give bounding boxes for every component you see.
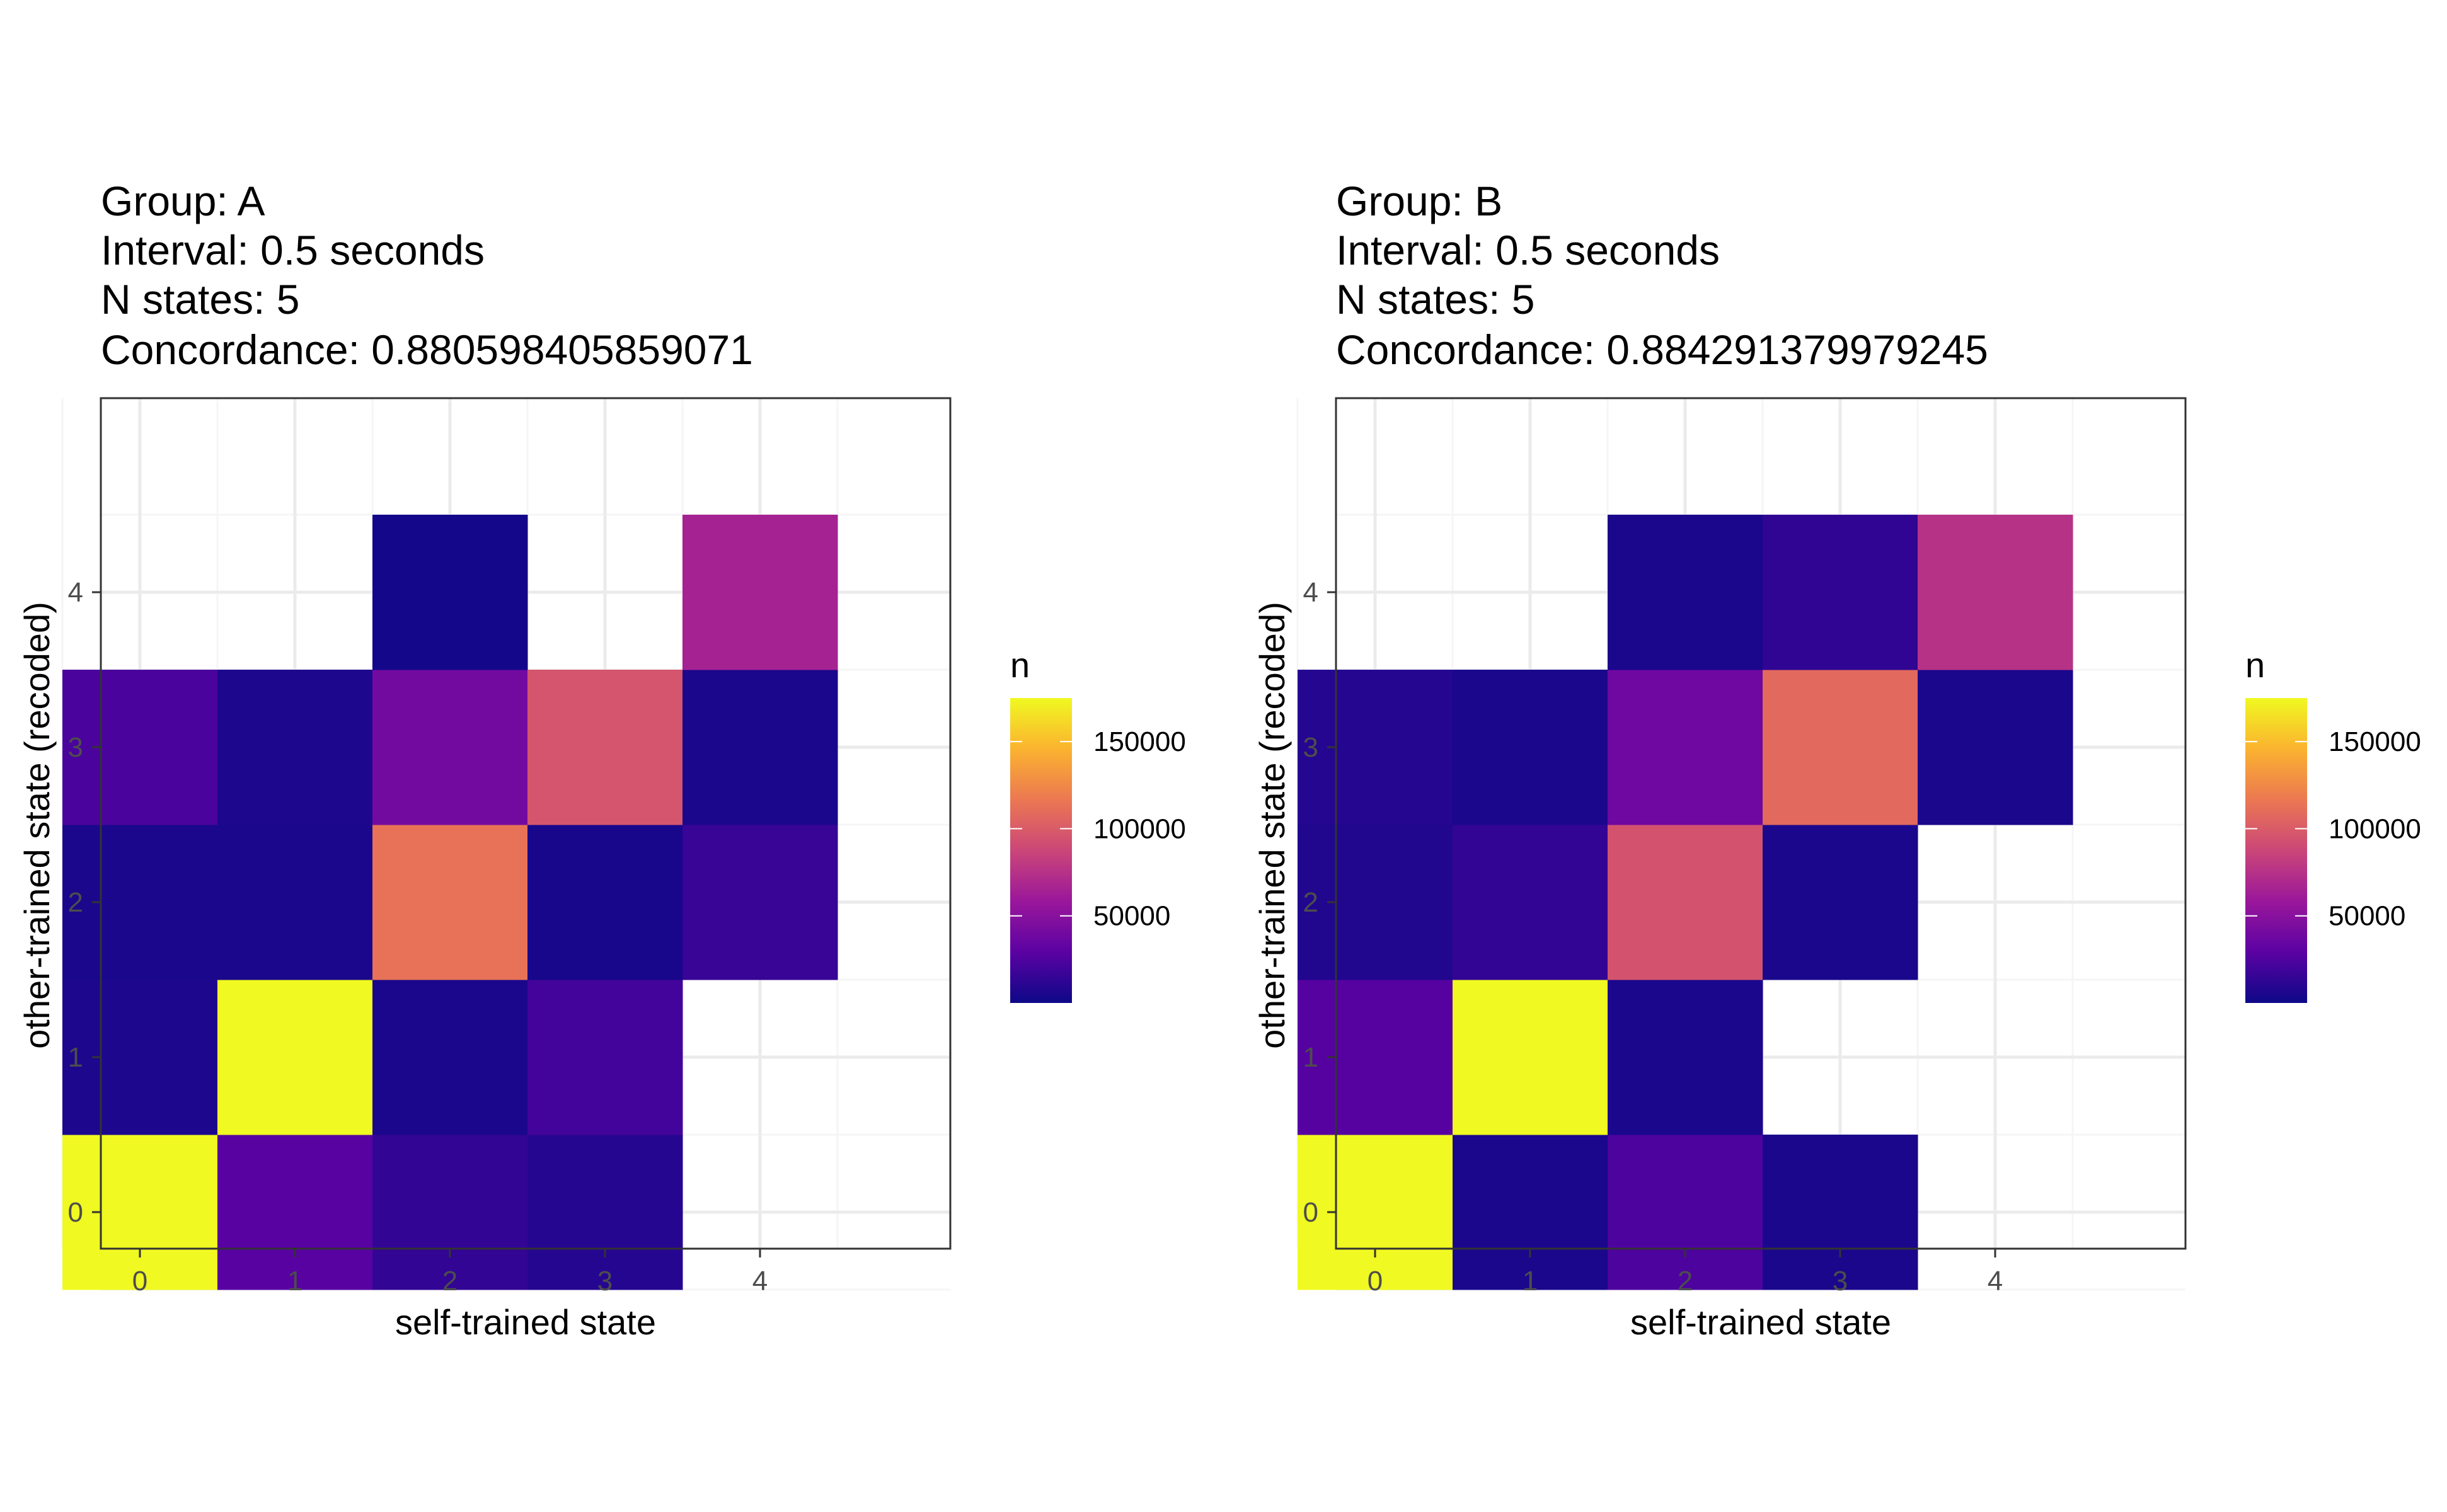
heatmap-cell [1298,1135,1453,1290]
y-axis-label: other-trained state (recoded) [17,602,57,1049]
heatmap-cell [1453,670,1608,825]
heatmap-cell [1453,1135,1608,1290]
legend-tick-label: 50000 [1093,901,1170,932]
legend-colorbar [2245,698,2307,1003]
legend-tick-label: 100000 [1093,813,1186,844]
heatmap-cell [1763,515,1918,670]
heatmap-cell [682,670,838,825]
chart-title-line-2: Interval: 0.5 seconds [1336,227,1720,273]
heatmap-cell [682,515,838,670]
heatmap-cell [217,670,373,825]
chart-title-line-3: N states: 5 [1336,276,1535,323]
heatmap-cell [1298,825,1453,980]
heatmap-cell [1763,1135,1918,1290]
panel-border [100,397,952,1250]
heatmap-cell [1298,670,1453,825]
y-tick-label: 0 [68,1197,83,1228]
legend-tick-label: 50000 [2329,901,2405,932]
heatmap-cell [1608,670,1763,825]
heatmap-cell [1608,825,1763,980]
x-tick-label: 4 [752,1266,768,1297]
heatmap-cell [62,980,218,1135]
chart-title-line-1: Group: B [1336,178,1503,224]
x-tick-label: 3 [1833,1266,1848,1297]
heatmap-cell [1298,980,1453,1135]
y-tick-label: 1 [68,1042,83,1073]
legend-title: n [2245,645,2265,685]
heatmap-cell [217,825,373,980]
chart-title-line-4: Concordance: 0.880598405859071 [101,326,753,373]
x-tick-label: 0 [132,1266,147,1297]
heatmap-cell [62,670,218,825]
heatmap-cell [1918,670,2073,825]
heatmap-cell [372,515,528,670]
y-tick-label: 3 [1303,732,1318,763]
y-tick-label: 4 [1303,577,1318,608]
x-tick-label: 1 [1523,1266,1538,1297]
heatmap-cell [1608,1135,1763,1290]
heatmap-cell [527,1135,683,1290]
y-tick-label: 2 [1303,887,1318,918]
legend-tick-label: 150000 [1093,726,1186,757]
heatmap-cell [372,825,528,980]
y-tick-label: 4 [68,577,83,608]
x-axis-label: self-trained state [1630,1302,1891,1342]
heatmap-cell [1763,825,1918,980]
heatmap-cell [1763,670,1918,825]
heatmap-cell [527,670,683,825]
heatmap-cells [62,515,838,1290]
chart-title-line-4: Concordance: 0.884291379979245 [1336,326,1988,373]
y-tick-label: 1 [1303,1042,1318,1073]
y-tick-label: 3 [68,732,83,763]
heatmap-cells [1298,515,2073,1290]
y-axis-label: other-trained state (recoded) [1252,602,1292,1049]
x-tick-label: 3 [597,1266,613,1297]
heatmap-cell [62,825,218,980]
heatmap-cell [217,980,373,1135]
heatmap-cell [1608,515,1763,670]
x-tick-label: 0 [1367,1266,1383,1297]
chart-title-line-2: Interval: 0.5 seconds [101,227,485,273]
legend-tick-label: 100000 [2329,813,2421,844]
heatmap-cell [1453,825,1608,980]
x-tick-label: 4 [1988,1266,2003,1297]
heatmap-cell [682,825,838,980]
heatmap-b-svg: 0 1 2 3 4 0 1 2 3 4 self-trained state other-traine… [1252,397,2421,1342]
heatmap-cell [217,1135,373,1290]
heatmap-cell [372,1135,528,1290]
heatmap-a-svg: 0 1 2 3 4 0 1 2 3 4 self-trained state other-traine… [17,397,1186,1342]
heatmap-panel-a: Group: A Interval: 0.5 seconds N states:… [0,0,1223,1512]
heatmap-cell [372,980,528,1135]
heatmap-cell [372,670,528,825]
x-axis-label: self-trained state [395,1302,656,1342]
x-tick-label: 2 [442,1266,458,1297]
heatmap-cell [62,1135,218,1290]
chart-title-line-3: N states: 5 [101,276,300,323]
heatmap-panel-b: Group: B Interval: 0.5 seconds N states:… [1235,0,2447,1512]
chart-title-line-1: Group: A [101,178,265,224]
heatmap-cell [527,980,683,1135]
y-tick-label: 0 [1303,1197,1318,1228]
x-tick-label: 2 [1678,1266,1693,1297]
legend-tick-label: 150000 [2329,726,2421,757]
heatmap-cell [1453,980,1608,1135]
panel-border [1335,397,2187,1250]
legend-title: n [1010,645,1030,685]
heatmap-cell [527,825,683,980]
x-tick-label: 1 [287,1266,302,1297]
y-tick-label: 2 [68,887,83,918]
heatmap-cell [1918,515,2073,670]
legend-colorbar [1010,698,1072,1003]
heatmap-cell [1608,980,1763,1135]
